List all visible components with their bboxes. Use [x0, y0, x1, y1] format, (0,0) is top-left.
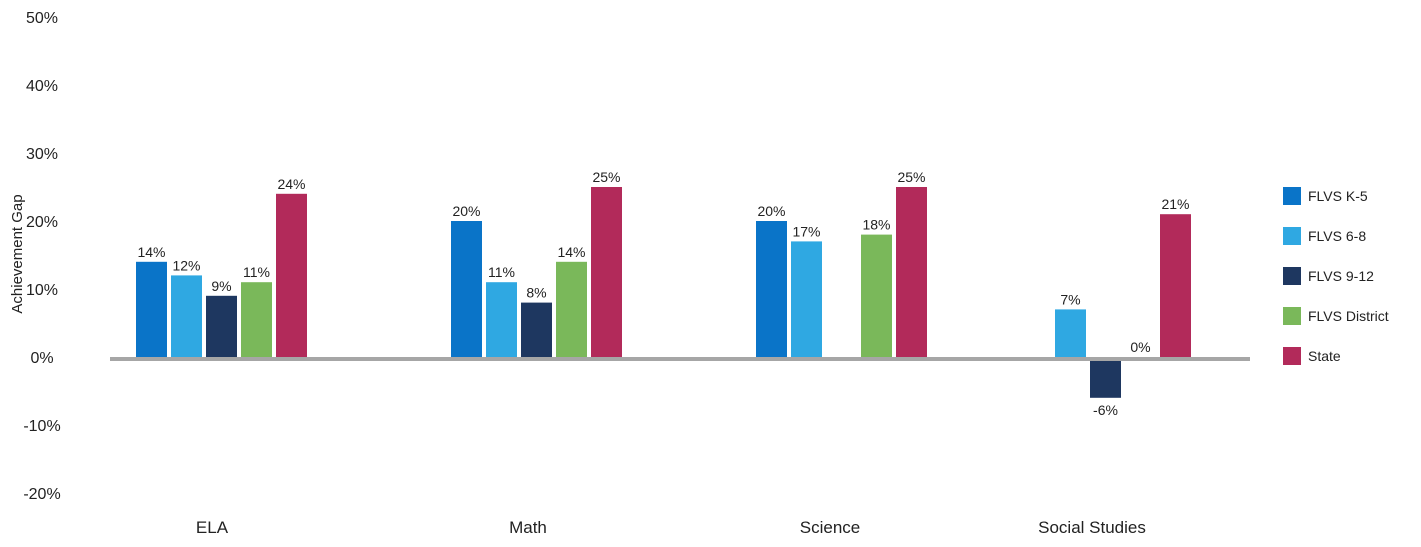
bar-state-social-studies: [1160, 214, 1191, 357]
data-label: 0%: [1130, 339, 1150, 355]
bar-flvs-k-5-science: [756, 221, 787, 357]
bar-flvs-k-5-ela: [136, 261, 167, 357]
data-label: 25%: [897, 169, 925, 185]
y-tick-label: 0%: [30, 350, 53, 367]
bar-flvs-k-5-math: [451, 221, 482, 357]
legend-swatch: [1283, 307, 1301, 325]
data-label: 18%: [862, 217, 890, 233]
bar-flvs-9-12-math: [521, 302, 552, 357]
y-tick-label: -20%: [23, 486, 60, 503]
bar-flvs-6-8-math: [486, 282, 517, 357]
y-tick-label: 50%: [26, 10, 58, 27]
data-label: 24%: [277, 176, 305, 192]
data-labels: 14% 12% 9% 11% 24% 20% 11% 8% 14% 25% 20% 17% 18% 25%…: [137, 169, 1189, 418]
y-tick-label: 40%: [26, 78, 58, 95]
category-labels: ELA Math Science Social Studies: [196, 518, 1146, 537]
legend-swatch: [1283, 227, 1301, 245]
y-tick-label: 10%: [26, 282, 58, 299]
data-label: 17%: [792, 223, 820, 239]
legend-swatch: [1283, 347, 1301, 365]
bars: [136, 187, 1191, 398]
bar-flvs-9-12-social-studies: [1090, 357, 1121, 398]
data-label: 20%: [757, 203, 785, 219]
y-axis-title: Achievement Gap: [9, 194, 26, 313]
category-label: Science: [800, 518, 860, 537]
legend-label: FLVS K-5: [1308, 188, 1368, 204]
data-label: 11%: [243, 264, 270, 280]
data-label: 9%: [211, 278, 231, 294]
data-label: 12%: [172, 257, 200, 273]
data-label: 11%: [488, 264, 515, 280]
category-label: Social Studies: [1038, 518, 1146, 537]
y-tick-label: 30%: [26, 146, 58, 163]
bar-state-ela: [276, 193, 307, 357]
category-label: Math: [509, 518, 547, 537]
data-label: 21%: [1161, 196, 1189, 212]
y-tick-label: -10%: [23, 418, 60, 435]
bar-flvs-6-8-ela: [171, 275, 202, 357]
legend: FLVS K-5 FLVS 6-8 FLVS 9-12 FLVS District St…: [1283, 187, 1389, 365]
y-tick-label: 20%: [26, 214, 58, 231]
data-label: -6%: [1093, 402, 1118, 418]
bar-flvs-district-math: [556, 261, 587, 357]
bar-state-math: [591, 187, 622, 357]
data-label: 8%: [526, 285, 546, 301]
legend-label: State: [1308, 348, 1341, 364]
data-label: 25%: [592, 169, 620, 185]
bar-flvs-district-ela: [241, 282, 272, 357]
legend-label: FLVS 9-12: [1308, 268, 1374, 284]
bar-flvs-district-science: [861, 234, 892, 357]
y-axis-ticks: 50% 40% 30% 20% 10% 0% -10% -20%: [23, 10, 60, 503]
data-label: 7%: [1060, 291, 1080, 307]
data-label: 14%: [557, 244, 585, 260]
category-label: ELA: [196, 518, 229, 537]
bar-flvs-6-8-social-studies: [1055, 309, 1086, 357]
data-label: 14%: [137, 244, 165, 260]
legend-swatch: [1283, 187, 1301, 205]
data-label: 20%: [452, 203, 480, 219]
bar-flvs-6-8-science: [791, 241, 822, 357]
bar-flvs-9-12-ela: [206, 295, 237, 357]
legend-label: FLVS 6-8: [1308, 228, 1366, 244]
legend-label: FLVS District: [1308, 308, 1389, 324]
legend-swatch: [1283, 267, 1301, 285]
bar-state-science: [896, 187, 927, 357]
